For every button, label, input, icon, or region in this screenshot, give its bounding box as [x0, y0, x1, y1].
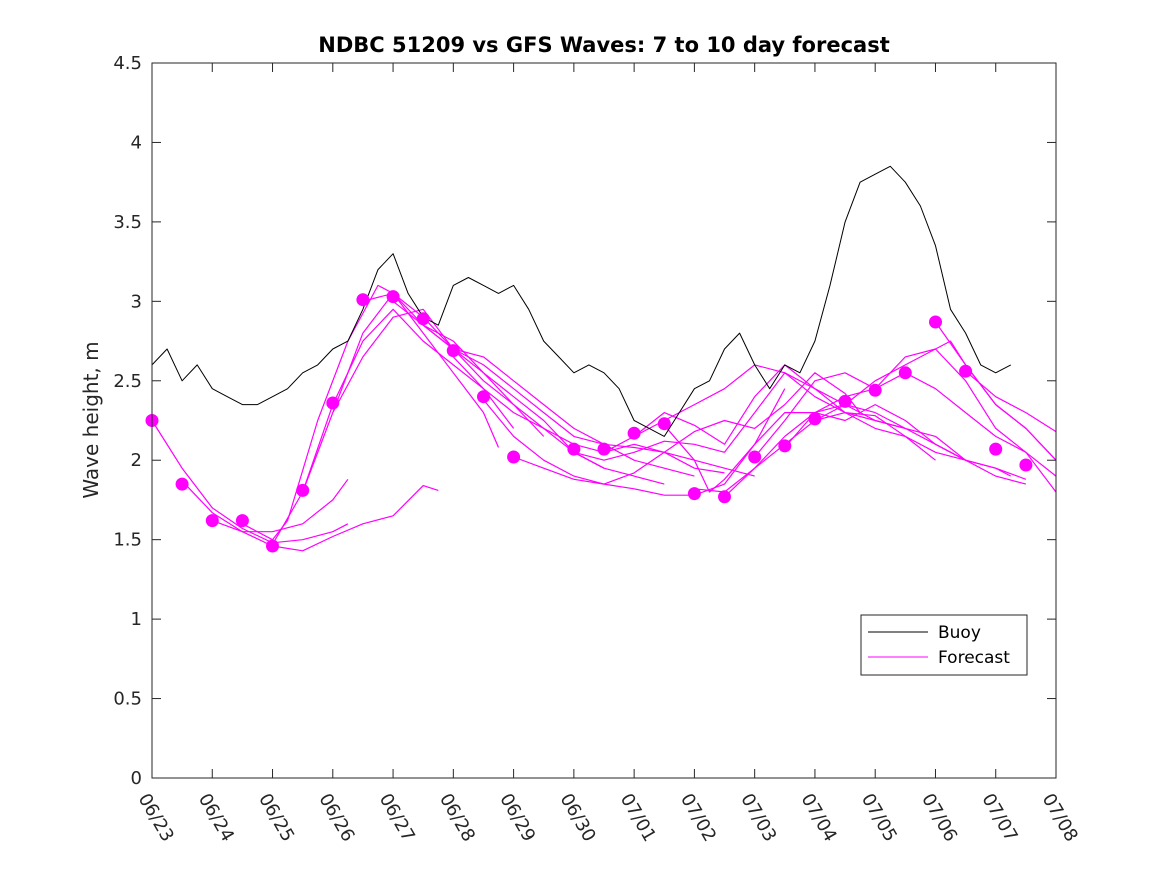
- forecast-marker: [778, 439, 792, 453]
- forecast-line: [362, 292, 665, 485]
- y-tick-label: 3.5: [113, 212, 142, 233]
- forecast-marker: [296, 483, 310, 497]
- forecast-marker: [989, 442, 1003, 456]
- forecast-marker: [627, 426, 641, 440]
- forecast-marker: [446, 344, 460, 358]
- forecast-marker: [386, 290, 400, 304]
- forecast-marker: [235, 514, 249, 528]
- y-tick-label: 4.5: [113, 53, 142, 74]
- forecast-marker: [356, 293, 370, 307]
- y-tick-label: 1.5: [113, 530, 142, 551]
- buoy-line: [151, 165, 1012, 437]
- forecast-marker: [718, 490, 731, 504]
- buoy-line-group: [151, 165, 1012, 437]
- forecast-markers: [145, 290, 1033, 553]
- forecast-marker: [929, 315, 942, 329]
- y-tick-label: 2.5: [113, 371, 142, 392]
- forecast-marker: [898, 366, 912, 380]
- y-axis-ticks: 0 0.5 1 1.5 2 2.5 3 3.5 4 4.5: [113, 53, 1056, 789]
- forecast-line: [724, 404, 1027, 498]
- forecast-line: [513, 372, 861, 485]
- y-tick-label: 3: [131, 291, 142, 312]
- forecast-line: [302, 308, 545, 493]
- legend-box: [860, 614, 1028, 676]
- forecast-marker: [687, 487, 701, 501]
- y-tick-label: 0: [131, 768, 142, 789]
- forecast-line: [573, 372, 906, 461]
- forecast-marker: [597, 442, 611, 456]
- forecast-marker: [266, 539, 279, 553]
- forecast-line: [483, 388, 786, 496]
- y-axis-label: Wave height, m: [79, 341, 103, 498]
- forecast-line: [212, 478, 349, 533]
- forecast-marker: [507, 450, 521, 464]
- forecast-line: [935, 321, 1057, 461]
- forecast-marker: [657, 417, 671, 431]
- forecast-marker: [1019, 458, 1033, 472]
- forecast-marker: [808, 412, 822, 426]
- forecast-line: [271, 308, 515, 545]
- forecast-marker: [838, 394, 852, 408]
- forecast-line: [151, 420, 349, 544]
- y-tick-label: 4: [131, 132, 142, 153]
- forecast-marker: [175, 477, 189, 491]
- y-tick-label: 2: [131, 450, 142, 471]
- forecast-line: [181, 480, 439, 552]
- forecast-marker: [748, 450, 762, 464]
- forecast-marker: [868, 383, 882, 397]
- forecast-line: [784, 348, 1057, 477]
- forecast-line: [633, 364, 966, 461]
- y-tick-label: 0.5: [113, 689, 142, 710]
- legend-forecast-label: Forecast: [938, 648, 1010, 668]
- forecast-marker: [567, 442, 581, 456]
- forecast-line: [422, 324, 725, 474]
- forecast-line: [965, 370, 1057, 433]
- forecast-marker: [326, 396, 340, 410]
- forecast-marker: [477, 390, 490, 404]
- forecast-marker: [416, 312, 430, 326]
- legend: Buoy Forecast: [860, 614, 1028, 676]
- forecast-line: [603, 364, 936, 461]
- legend-buoy-label: Buoy: [938, 623, 981, 643]
- chart-title: NDBC 51209 vs GFS Waves: 7 to 10 day for…: [318, 33, 889, 57]
- plot-frame: [151, 62, 1057, 779]
- forecast-marker: [205, 514, 219, 528]
- y-tick-label: 1: [131, 609, 142, 630]
- forecast-marker: [959, 364, 973, 378]
- forecast-lines: [151, 284, 1057, 552]
